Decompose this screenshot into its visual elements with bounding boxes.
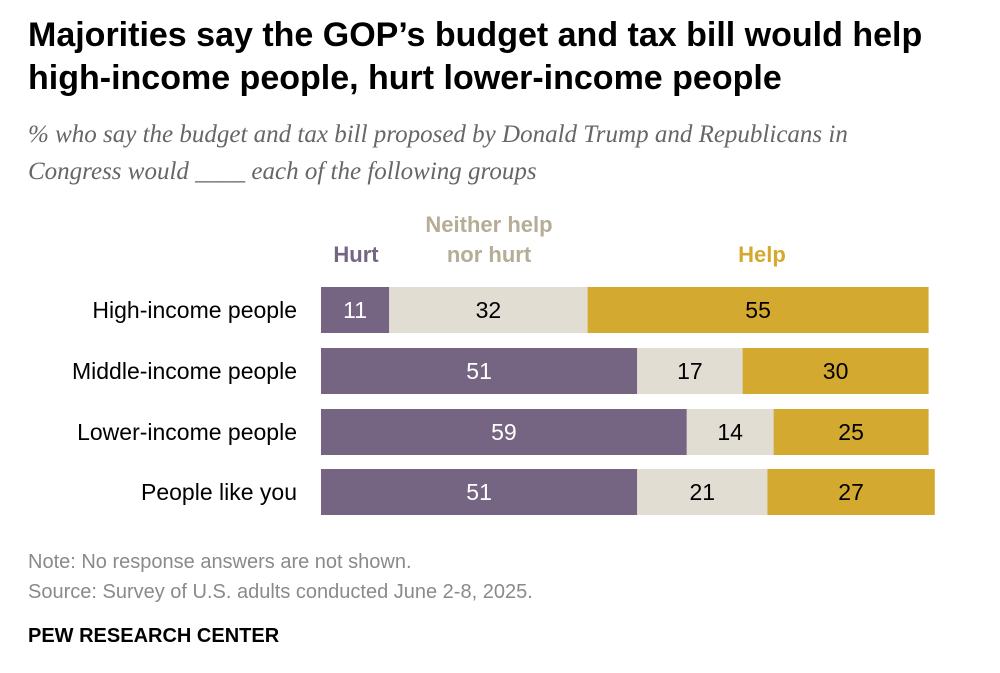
bar-segment-help bbox=[773, 409, 929, 455]
bar-segment-neither bbox=[389, 287, 588, 333]
data-label-help: 25 bbox=[838, 419, 864, 445]
data-label-help: 30 bbox=[823, 358, 849, 384]
data-label-neither: 32 bbox=[476, 297, 502, 323]
bar-segment-neither bbox=[637, 348, 743, 394]
stacked-bar-chart: Hurt Neither help nor hurt Help High-income… bbox=[72, 212, 935, 515]
category-label: Lower-income people bbox=[77, 419, 297, 445]
note-text: Note: No response answers are not shown. bbox=[28, 551, 412, 573]
data-label-help: 55 bbox=[745, 297, 771, 323]
category-label: Middle-income people bbox=[72, 358, 297, 384]
bar-segment-help bbox=[767, 469, 935, 515]
bars: 11 32 55 51 17 30 59 14 25 51 21 27 bbox=[321, 287, 935, 515]
data-label-neither: 14 bbox=[717, 419, 743, 445]
data-label-hurt: 51 bbox=[466, 358, 492, 384]
legend-help-line-1: Help bbox=[738, 242, 786, 267]
legend-neither-line-2: nor hurt bbox=[447, 242, 532, 267]
category-labels: High-income people Middle-income people Lo… bbox=[72, 297, 297, 505]
source-text: Source: Survey of U.S. adults conducted … bbox=[28, 581, 533, 603]
legend-hurt-line-1: Hurt bbox=[333, 242, 379, 267]
category-label: High-income people bbox=[92, 297, 297, 323]
bar-segment-help bbox=[742, 348, 929, 394]
data-label-neither: 21 bbox=[690, 479, 716, 505]
chart-subtitle: % who say the budget and tax bill propos… bbox=[28, 121, 848, 185]
bar-segment-hurt bbox=[321, 348, 638, 394]
chart-title: Majorities say the GOP’s budget and tax … bbox=[28, 16, 923, 97]
pew-research-center-logo: PEW RESEARCH CENTER bbox=[28, 625, 280, 647]
data-label-neither: 17 bbox=[677, 358, 703, 384]
data-label-hurt: 11 bbox=[343, 297, 367, 323]
legend: Hurt Neither help nor hurt Help bbox=[333, 212, 785, 267]
bar-segment-hurt bbox=[321, 409, 687, 455]
bar-segment-neither bbox=[637, 469, 768, 515]
data-label-hurt: 51 bbox=[466, 479, 492, 505]
bar-segment-hurt bbox=[321, 287, 390, 333]
bar-segment-hurt bbox=[321, 469, 638, 515]
category-label: People like you bbox=[141, 479, 297, 505]
legend-neither-line-1: Neither help bbox=[425, 212, 552, 237]
bar-segment-neither bbox=[686, 409, 774, 455]
data-label-hurt: 59 bbox=[491, 419, 517, 445]
bar-segment-help bbox=[587, 287, 929, 333]
data-label-help: 27 bbox=[838, 479, 864, 505]
